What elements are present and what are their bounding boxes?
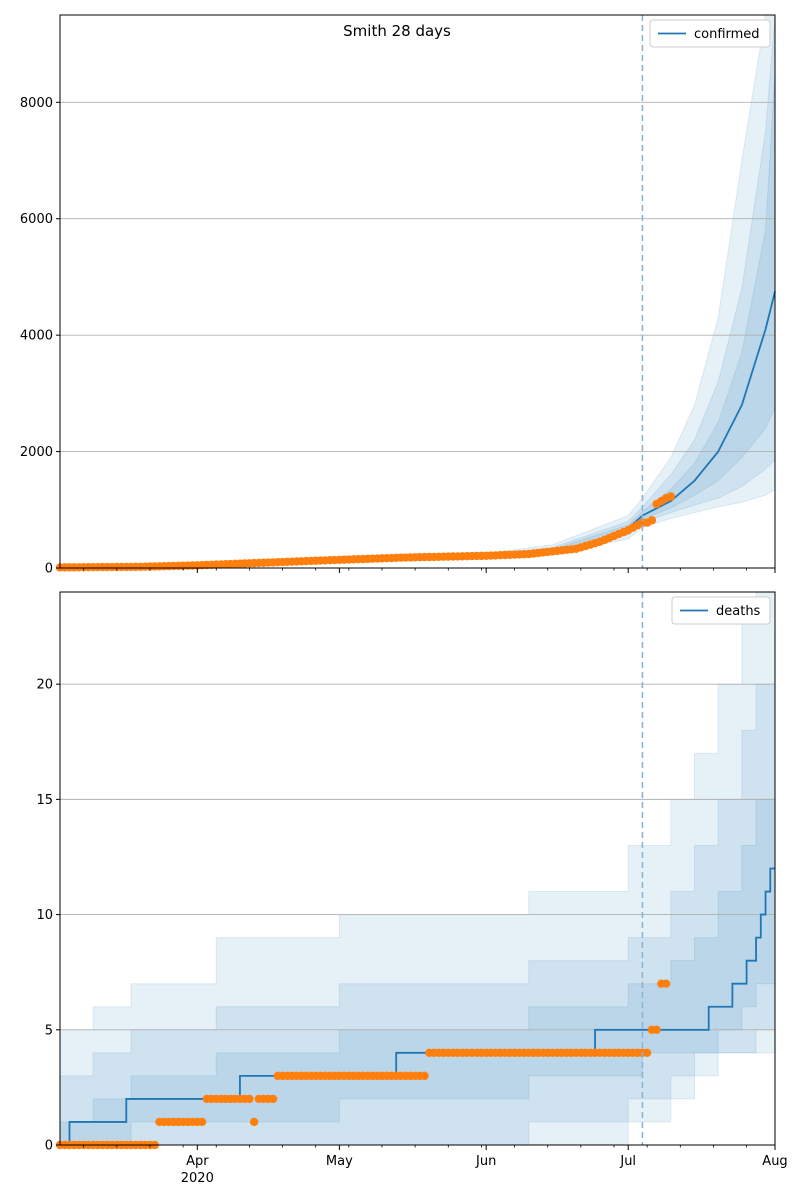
observed-point xyxy=(197,1117,207,1127)
x-tick-label: Apr xyxy=(186,1154,209,1169)
observed-point xyxy=(652,1025,661,1034)
y-tick-label: 2000 xyxy=(20,445,53,460)
y-tick-label: 10 xyxy=(36,908,53,923)
deaths-observed-points xyxy=(55,979,671,1150)
y-tick-label: 4000 xyxy=(20,329,53,344)
y-tick-label: 0 xyxy=(45,562,53,577)
deaths-median-line xyxy=(60,867,775,1146)
y-tick-label: 5 xyxy=(45,1023,53,1038)
deaths-legend: deaths xyxy=(671,596,771,625)
deaths-uncertainty-bands xyxy=(59,591,776,1146)
x-tick-label: Aug xyxy=(762,1154,787,1169)
y-tick-label: 6000 xyxy=(20,212,53,227)
median-line-deaths xyxy=(60,867,775,1146)
observed-point xyxy=(268,1094,278,1104)
deaths-x-axis: Apr 2020 May Jun Jul Aug xyxy=(83,1145,788,1186)
median-line-confirmed xyxy=(59,291,776,569)
confirmed-gridlines xyxy=(60,101,775,453)
legend-box xyxy=(649,19,771,48)
x-tick-label: Jun xyxy=(475,1154,496,1169)
confirmed-legend: confirmed xyxy=(649,19,771,48)
confirmed-uncertainty-bands xyxy=(59,14,776,569)
deaths-plot-frame xyxy=(59,591,776,1146)
observed-point xyxy=(661,979,671,988)
deaths-y-axis: 0 5 10 15 20 xyxy=(36,678,60,1154)
confirmed-plot-frame xyxy=(59,14,776,569)
legend-label-confirmed: confirmed xyxy=(694,27,760,42)
observed-point xyxy=(666,492,676,501)
confirmed-observed-points xyxy=(55,492,676,572)
observed-point xyxy=(245,1094,254,1104)
deaths-chart: 0 5 10 15 20 Apr 2020 May Jun Jul Aug deaths xyxy=(36,591,788,1186)
x-tick-label: May xyxy=(326,1154,353,1169)
y-tick-label: 20 xyxy=(36,678,53,693)
legend-label-deaths: deaths xyxy=(716,604,761,619)
figure-title: Smith 28 days xyxy=(343,22,451,40)
confirmed-chart: 0 2000 4000 6000 8000 confirmed xyxy=(20,14,776,577)
confirmed-y-axis: 0 2000 4000 6000 8000 xyxy=(20,96,60,577)
x-tick-label: Jul xyxy=(619,1154,636,1169)
y-tick-label: 15 xyxy=(36,793,53,808)
x-tick-sublabel: 2020 xyxy=(181,1171,214,1186)
band-inner xyxy=(59,73,776,569)
confirmed-median-line xyxy=(59,291,776,569)
observed-point xyxy=(249,1117,259,1127)
y-tick-label: 0 xyxy=(45,1139,53,1154)
y-tick-label: 8000 xyxy=(20,96,53,111)
observed-point xyxy=(420,1071,429,1081)
legend-box xyxy=(671,596,771,625)
observed-point xyxy=(642,1048,652,1058)
band-middle xyxy=(59,14,776,569)
observed-point xyxy=(647,516,657,525)
